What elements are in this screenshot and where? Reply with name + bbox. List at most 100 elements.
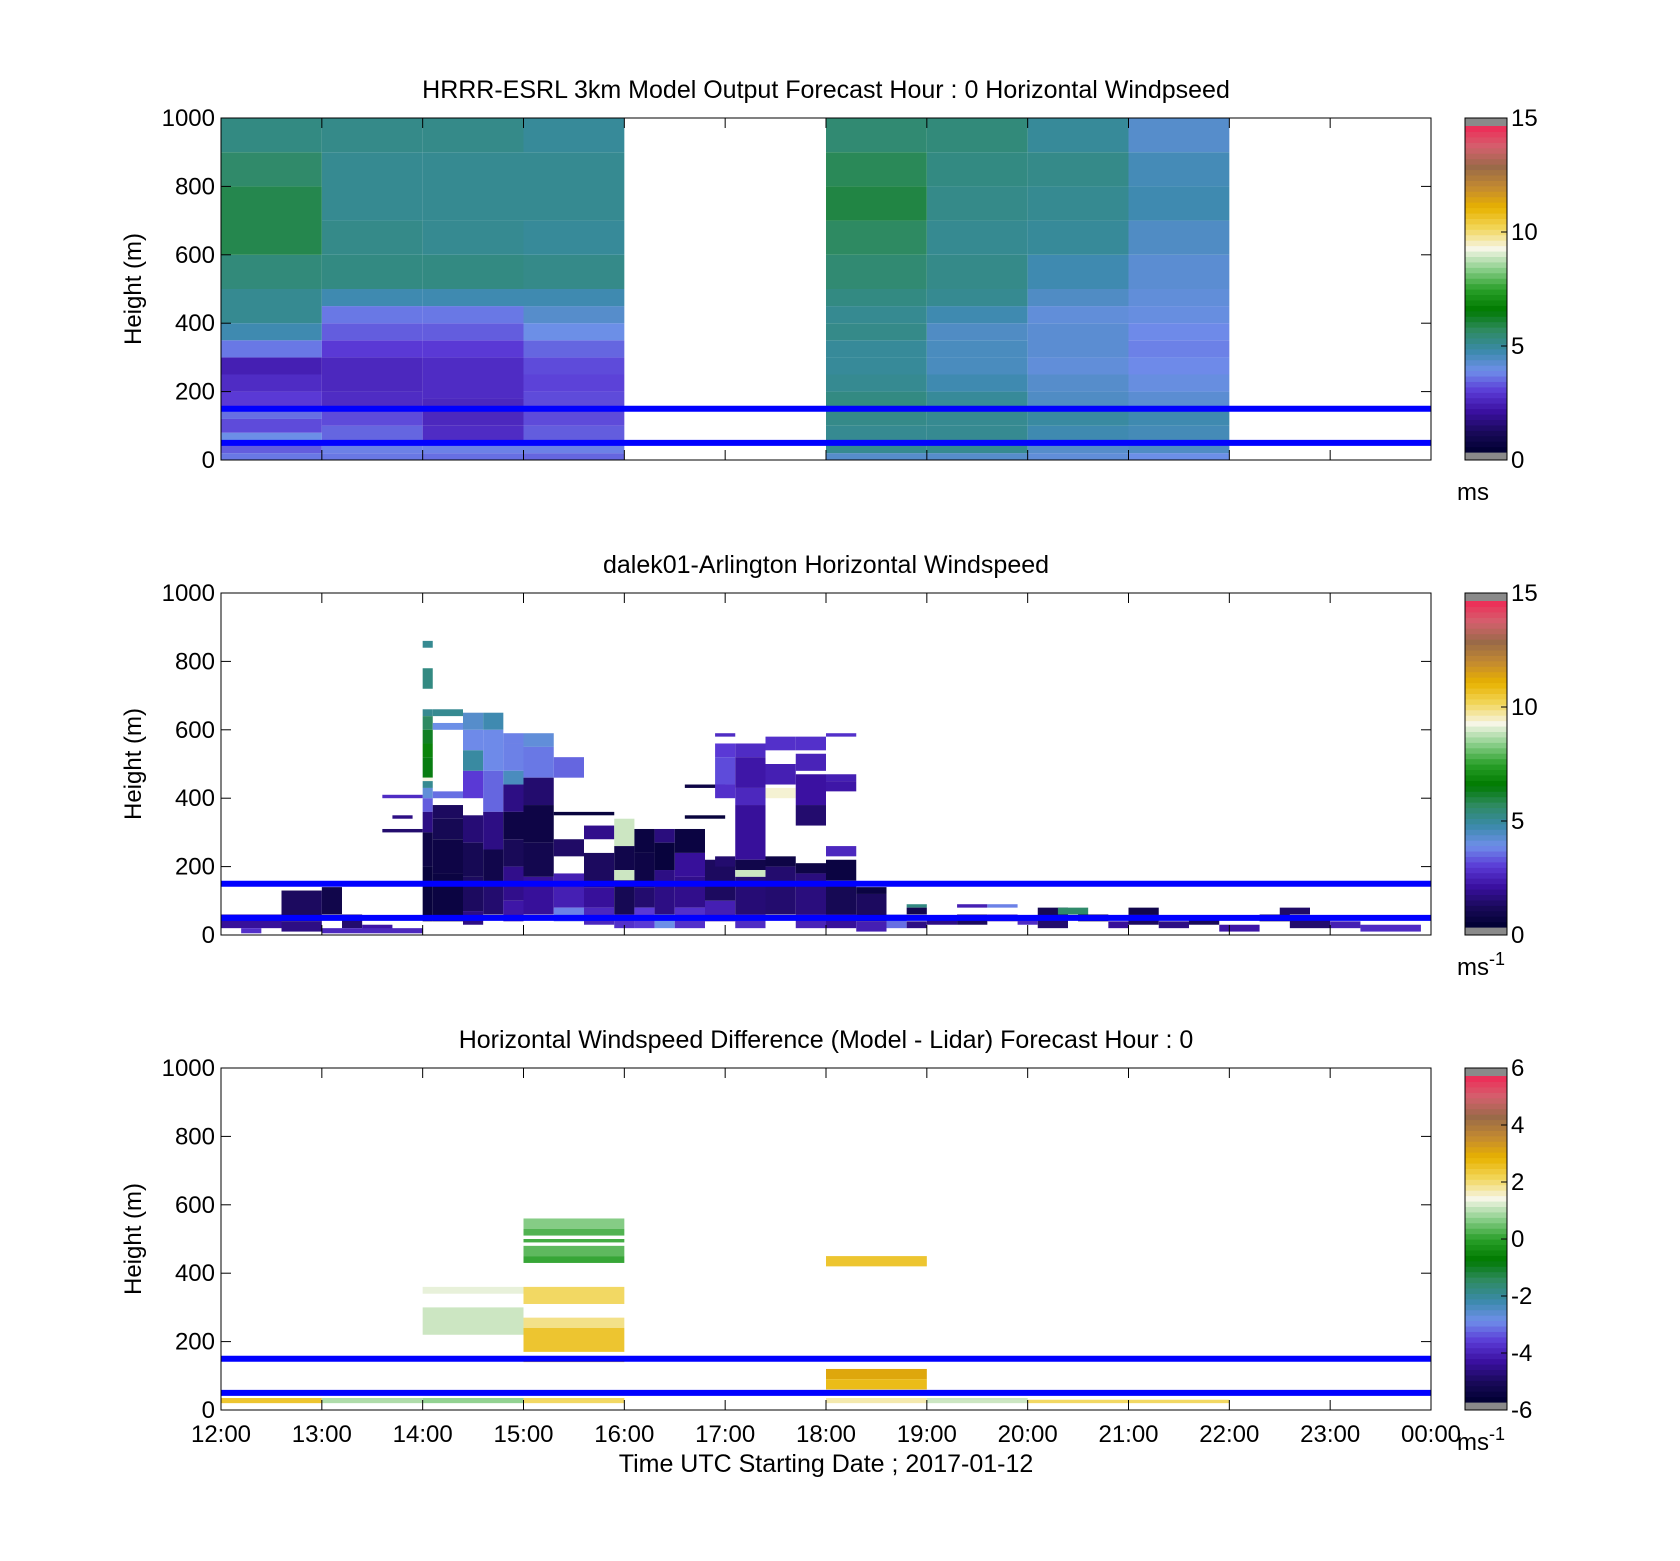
colorbar-cap-bottom [1465, 452, 1507, 460]
heatmap-cell [523, 152, 625, 221]
colorbar-band [1465, 1309, 1507, 1316]
colorbar-tick-label: 10 [1511, 694, 1538, 721]
heatmap-cell [432, 805, 463, 819]
colorbar-band [1465, 1385, 1507, 1392]
y-tick-label: 600 [175, 1192, 215, 1219]
heatmap-cell [422, 866, 433, 922]
colorbar-band [1465, 1222, 1507, 1229]
heatmap-cell [321, 442, 423, 454]
heatmap-cell [614, 870, 635, 881]
x-tick-label: 16:00 [594, 1421, 654, 1448]
heatmap-cell [463, 770, 484, 799]
colorbar-band [1465, 136, 1507, 143]
heatmap-cell [1289, 917, 1331, 929]
y-axis-label: Height (m) [120, 708, 147, 820]
heatmap-cell [715, 784, 736, 799]
colorbar-band [1465, 856, 1507, 863]
heatmap-cell [1027, 425, 1129, 443]
heatmap-cell [432, 818, 463, 840]
colorbar-band [1465, 1277, 1507, 1284]
colorbar-band [1465, 1304, 1507, 1311]
heatmap-cell [634, 852, 655, 888]
heatmap-cell [523, 777, 554, 806]
panel-3: Horizontal Windspeed Difference (Model -… [120, 1026, 1532, 1478]
heatmap-cell [422, 323, 524, 341]
colorbar-band [1465, 381, 1507, 388]
colorbar-band [1465, 1298, 1507, 1305]
heatmap-cell [321, 289, 423, 307]
heatmap-cell [523, 118, 625, 153]
heatmap-cell [795, 863, 826, 874]
heatmap-cell [826, 289, 927, 307]
colorbar-band [1465, 419, 1507, 426]
heatmap-cell [1128, 118, 1230, 153]
colorbar-band [1465, 1086, 1507, 1093]
colorbar-band [1465, 310, 1507, 317]
heatmap-cell [523, 357, 625, 375]
colorbar-band [1465, 365, 1507, 372]
heatmap-cell [826, 118, 927, 153]
heatmap-cell [523, 289, 625, 307]
heatmap-cell [826, 1398, 927, 1404]
colorbar-band [1465, 1211, 1507, 1218]
heatmap-cell [221, 152, 322, 187]
heatmap-cell [221, 357, 322, 375]
heatmap-cell [432, 839, 463, 874]
x-tick-label: 00:00 [1401, 1421, 1461, 1448]
heatmap-cell [1027, 118, 1129, 153]
colorbar-band [1465, 1282, 1507, 1289]
heatmap-cell [735, 757, 766, 788]
heatmap-cell [926, 186, 1028, 221]
colorbar-unit-base: ms [1457, 1429, 1489, 1456]
colorbar-band [1465, 348, 1507, 355]
heatmap-cell [826, 152, 927, 187]
colorbar-band [1465, 1190, 1507, 1197]
x-tick-label: 23:00 [1300, 1421, 1360, 1448]
heatmap-cell [553, 757, 584, 778]
y-tick-label: 200 [175, 854, 215, 881]
x-tick-label: 12:00 [191, 1421, 251, 1448]
heatmap-cell [321, 357, 423, 392]
colorbar-tick-label: 0 [1511, 447, 1524, 474]
heatmap-cell [523, 453, 625, 460]
colorbar-band [1465, 606, 1507, 613]
heatmap-cell [1027, 442, 1129, 454]
heatmap-cell [483, 883, 504, 915]
colorbar-band [1465, 359, 1507, 366]
colorbar-band [1465, 601, 1507, 608]
colorbar-band [1465, 435, 1507, 442]
y-tick-label: 0 [202, 922, 215, 949]
heatmap-cell [221, 289, 322, 324]
colorbar-band [1465, 1260, 1507, 1267]
colorbar-band [1465, 845, 1507, 852]
heatmap-cell [795, 753, 826, 771]
colorbar-band [1465, 289, 1507, 296]
heatmap-cell [463, 815, 484, 843]
colorbar-band [1465, 397, 1507, 404]
heatmap-cell [735, 870, 766, 877]
colorbar-band [1465, 834, 1507, 841]
heatmap-cell [221, 254, 322, 289]
colorbar-band [1465, 905, 1507, 912]
colorbar-band [1465, 1184, 1507, 1191]
heatmap-cell [523, 323, 625, 341]
heatmap-cell [906, 921, 927, 929]
heatmap-cell [1027, 323, 1129, 358]
heatmap-cell [826, 357, 927, 375]
colorbar-band [1465, 666, 1507, 673]
heatmap-cell [765, 856, 796, 867]
heatmap-cell [523, 842, 554, 877]
panels: HRRR-ESRL 3km Model Output Forecast Hour… [120, 76, 1538, 1478]
heatmap-cell [826, 186, 927, 221]
colorbar-band [1465, 1228, 1507, 1235]
heatmap-cell [463, 712, 484, 730]
heatmap-cell [926, 340, 1028, 358]
heatmap-cell [241, 928, 262, 934]
colorbar-unit: ms-1 [1457, 1424, 1505, 1456]
heatmap-cell [553, 811, 584, 816]
heatmap-cell [926, 323, 1028, 341]
heatmap-cell [654, 870, 675, 915]
x-tick-label: 19:00 [897, 1421, 957, 1448]
colorbar-band [1465, 671, 1507, 678]
colorbar-cap-top [1465, 118, 1507, 126]
